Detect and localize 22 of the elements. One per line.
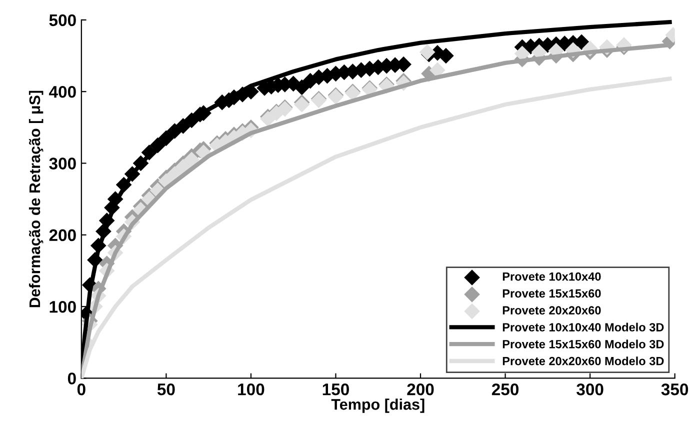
legend-label: Provete 15x15x60 xyxy=(502,289,601,298)
y-tick-label: 400 xyxy=(49,86,76,98)
y-tick-label: 100 xyxy=(50,300,76,313)
x-axis-title: Tempo [dias] xyxy=(331,398,424,413)
legend-label: Provete 15x15x60 Modelo 3D xyxy=(502,340,664,348)
y-axis-title: Deformação de Retração [ μS] xyxy=(28,90,44,308)
x-tick-label: 50 xyxy=(157,384,175,396)
legend-label: Provete 20x20x60 Modelo 3D xyxy=(502,356,664,366)
x-tick-label: 0 xyxy=(77,384,86,396)
x-tick-label: 150 xyxy=(322,384,349,396)
legend-label: Provete 20x20x60 xyxy=(502,306,601,315)
legend-label: Provete 10x10x40 xyxy=(502,272,601,281)
y-tick-label: 200 xyxy=(49,229,76,242)
y-tick-label: 500 xyxy=(49,14,76,26)
legend-label: Provete 10x10x40 Modelo 3D xyxy=(502,322,664,332)
y-tick-label: 300 xyxy=(49,158,76,170)
x-tick-label: 100 xyxy=(238,384,264,396)
x-tick-label: 300 xyxy=(576,384,604,396)
x-tick-label: 200 xyxy=(407,384,434,396)
y-tick-label: 0 xyxy=(68,372,76,384)
x-tick-label: 250 xyxy=(492,384,518,396)
x-tick-label: 350 xyxy=(661,384,688,396)
